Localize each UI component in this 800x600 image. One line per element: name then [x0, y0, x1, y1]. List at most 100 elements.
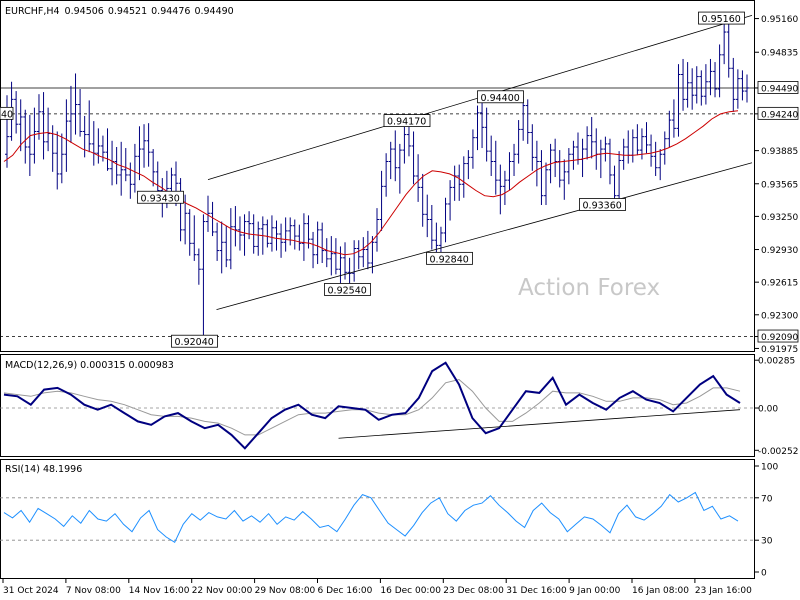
y-tick-label: 0 — [761, 569, 767, 579]
y-tick-label: 0.94490 — [761, 84, 798, 94]
ohlc-bar — [694, 66, 699, 104]
y-tick-label-box — [757, 81, 799, 94]
ohlc-bar — [187, 209, 192, 256]
ohlc-bar — [315, 221, 320, 265]
rsi-y-axis: 100 70 30 0 — [755, 463, 778, 579]
ohlc-bar — [443, 197, 448, 243]
x-tick-label: 31 Oct 2024 — [3, 586, 59, 596]
ohlc-bar — [457, 164, 462, 201]
ohlc-bar — [338, 246, 343, 286]
ohlc-bar — [68, 85, 73, 143]
ohlc-bar — [448, 180, 453, 221]
x-tick-label: 9 Jan 00:00 — [569, 586, 621, 596]
x-tick-label: 22 Nov 00:00 — [192, 586, 253, 596]
x-tick-label: 31 Dec 16:00 — [506, 586, 567, 596]
macd-signal-line — [3, 378, 741, 436]
price-levels — [0, 87, 755, 337]
y-tick-label-box — [757, 106, 799, 120]
ohlc-bar — [224, 225, 229, 268]
y-tick-label: -0.00252 — [758, 447, 798, 457]
ohlc-bar — [146, 123, 151, 167]
y-tick-label: 0.93565 — [761, 180, 798, 190]
ohlc-bar — [32, 107, 37, 164]
ohlc-bar — [219, 221, 224, 274]
ohlc-bar — [333, 238, 338, 275]
ohlc-bar — [566, 148, 571, 185]
ohlc-bar — [512, 143, 517, 176]
y-tick-label: 0.00 — [758, 405, 778, 415]
y-tick-label: 0.94835 — [761, 49, 798, 59]
y-tick-label: 0.92090 — [761, 333, 798, 343]
ohlc-bar — [676, 64, 681, 137]
x-tick-label: 23 Dec 08:00 — [443, 586, 504, 596]
ohlc-bar — [671, 99, 676, 138]
ohlc-bar — [237, 216, 242, 251]
annotation-label: 0.94170 — [387, 117, 426, 128]
macd-layer — [0, 361, 755, 450]
annotation-box — [698, 11, 745, 25]
ohlc-bar — [735, 69, 740, 109]
y-tick-label: 0.92615 — [761, 279, 798, 289]
level-annotation: 40 — [0, 106, 14, 120]
x-tick-label: 7 Nov 08:00 — [66, 586, 121, 596]
ohlc-bar — [745, 74, 749, 103]
x-axis: 31 Oct 2024 7 Nov 08:00 14 Nov 16:00 22 Nov… — [2, 578, 752, 596]
ohlc-bar — [105, 128, 110, 171]
ohlc-bar — [521, 96, 526, 141]
y-tick-label: 0.93885 — [761, 147, 798, 157]
ohlc-bar — [151, 149, 156, 187]
annotation-box — [383, 114, 431, 128]
ohlc-bar — [59, 133, 64, 184]
ohlc-bar — [525, 99, 530, 144]
ohlc-bar — [562, 159, 567, 200]
ohlc-bar — [329, 236, 334, 276]
ohlc-bar — [539, 150, 544, 205]
ohlc-bar — [352, 240, 357, 282]
ohlc-bar — [297, 224, 302, 251]
ohlc-bar — [274, 220, 279, 251]
ohlc-bar — [292, 219, 297, 250]
watermark-text: Action Forex — [518, 275, 660, 301]
annotation-box — [579, 198, 626, 211]
level-annotation: 0.93360 — [579, 198, 626, 212]
x-tick-label: 6 Dec 16:00 — [318, 586, 373, 596]
annotation-label: 0.94400 — [481, 93, 520, 104]
ohlc-bar — [726, 22, 731, 78]
ohlc-bar — [662, 131, 667, 165]
ohlc-bar — [425, 194, 430, 238]
x-tick-label: 16 Jan 08:00 — [632, 586, 689, 596]
ohlc-bar — [589, 116, 594, 159]
ohlc-bar — [658, 149, 663, 181]
ohlc-bar — [215, 222, 220, 261]
y-tick-label: 0.91975 — [761, 345, 798, 355]
ohlc-bar — [311, 231, 316, 269]
ohlc-bar — [301, 213, 306, 261]
ohlc-bar — [489, 135, 494, 176]
ohlc-bar — [196, 248, 201, 285]
y-tick-label: 0.94240 — [761, 110, 798, 120]
ohlc-bar — [27, 114, 32, 176]
ohlc-bar — [708, 58, 713, 96]
annotation-box — [0, 106, 14, 120]
ohlc-bar — [18, 99, 23, 152]
ohlc-bar — [585, 126, 590, 160]
ohlc-bar — [420, 173, 425, 227]
ohlc-bar — [713, 62, 718, 98]
ohlc-bar — [393, 130, 398, 182]
level-annotation: 0.94170 — [383, 114, 431, 128]
y-tick-label: 0.92930 — [761, 246, 798, 256]
annotation-box — [324, 283, 371, 296]
ohlc-bar — [384, 153, 389, 197]
ohlc-bar — [23, 109, 28, 164]
annotation-label: 0.92040 — [175, 337, 214, 348]
moving-average-layer — [3, 110, 739, 256]
ohlc-bar — [356, 240, 361, 270]
price-annotations: 40 0.93430 0.92040 0.92540 0.94170 0.92840 0.9… — [0, 11, 745, 348]
macd-trend-line — [338, 409, 741, 439]
annotation-box — [477, 90, 524, 104]
ohlc-bar — [621, 138, 626, 170]
ohlc-bar — [740, 70, 745, 101]
ohlc-bar — [205, 195, 210, 232]
level-annotation: 0.93430 — [137, 190, 184, 204]
